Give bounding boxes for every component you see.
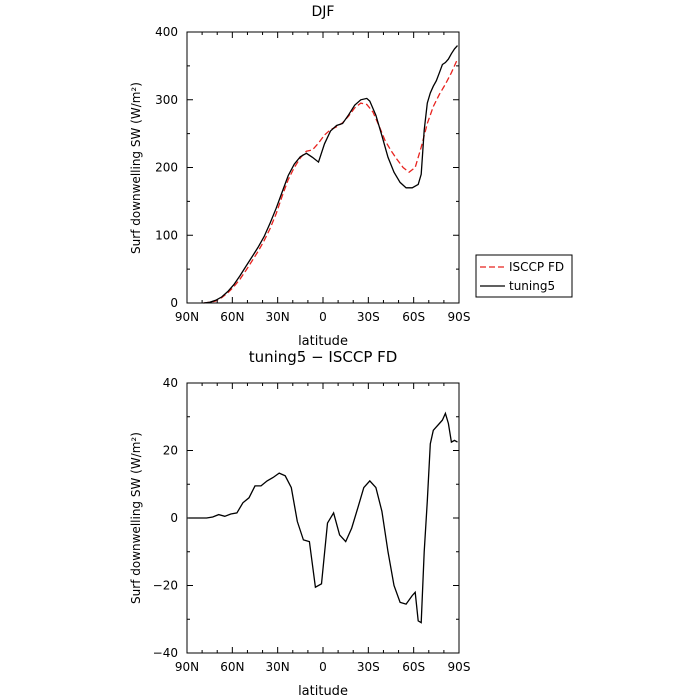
bottom-y-ticks: −40 −20 0 20 40 [153,376,459,660]
bottom-x-ticks: 90N 60N 30N 0 30S 60S 90S [175,383,471,674]
top-y-tick-label: 0 [170,296,178,310]
top-y-tick-label: 300 [155,93,178,107]
legend-box [475,254,573,298]
bottom-x-tick-label: 0 [319,660,327,674]
top-y-axis-label: Surf downwelling SW (W/m²) [129,82,143,254]
top-y-tick-label: 100 [155,228,178,242]
bottom-plot-frame [186,382,460,654]
top-legend: ISCCP FD tuning5 [475,254,573,298]
bottom-y-tick-label: −20 [153,579,178,593]
bottom-series-group [188,411,458,624]
legend-label-isccp: ISCCP FD [509,260,564,274]
bottom-y-tick-label: −40 [153,646,178,660]
top-x-tick-label: 30N [266,310,290,324]
bottom-x-tick-label: 30N [266,660,290,674]
bottom-x-tick-label: 60S [402,660,425,674]
top-plot-frame [186,31,460,304]
bottom-x-tick-label: 60N [220,660,244,674]
top-x-tick-label: 90N [175,310,199,324]
bottom-chart-title: tuning5 − ISCCP FD [249,348,398,366]
top-y-tick-label: 400 [155,25,178,39]
top-x-tick-label: 90S [448,310,471,324]
bottom-y-axis-label: Surf downwelling SW (W/m²) [129,432,143,604]
bottom-x-tick-label: 90S [448,660,471,674]
legend-label-tuning5: tuning5 [509,279,555,293]
bottom-y-tick-label: 0 [170,511,178,525]
top-x-tick-label: 30S [357,310,380,324]
bottom-chart: tuning5 − ISCCP FD 90N 60N 30N 0 30S 60S 90S −… [129,348,470,699]
top-x-axis-label: latitude [298,334,348,349]
bottom-y-tick-label: 20 [163,444,178,458]
top-chart: DJF 90N 60N 30N 0 30S 60S 90S 0 100 200 300 400 la… [129,4,573,349]
bottom-x-tick-label: 30S [357,660,380,674]
bottom-x-axis-label: latitude [298,684,348,699]
top-y-ticks: 0 100 200 300 400 [155,25,459,310]
top-x-tick-label: 60N [220,310,244,324]
top-series-group [203,45,459,304]
bottom-series-line-difference [188,411,458,624]
bottom-y-tick-label: 40 [163,376,178,390]
top-series-line-isccp-fd [203,58,459,304]
bottom-x-tick-label: 90N [175,660,199,674]
top-x-tick-label: 60S [402,310,425,324]
top-chart-title: DJF [312,4,335,20]
top-x-tick-label: 0 [319,310,327,324]
top-x-ticks: 90N 60N 30N 0 30S 60S 90S [175,32,471,324]
top-y-tick-label: 200 [155,161,178,175]
top-series-line-tuning5 [203,45,458,304]
